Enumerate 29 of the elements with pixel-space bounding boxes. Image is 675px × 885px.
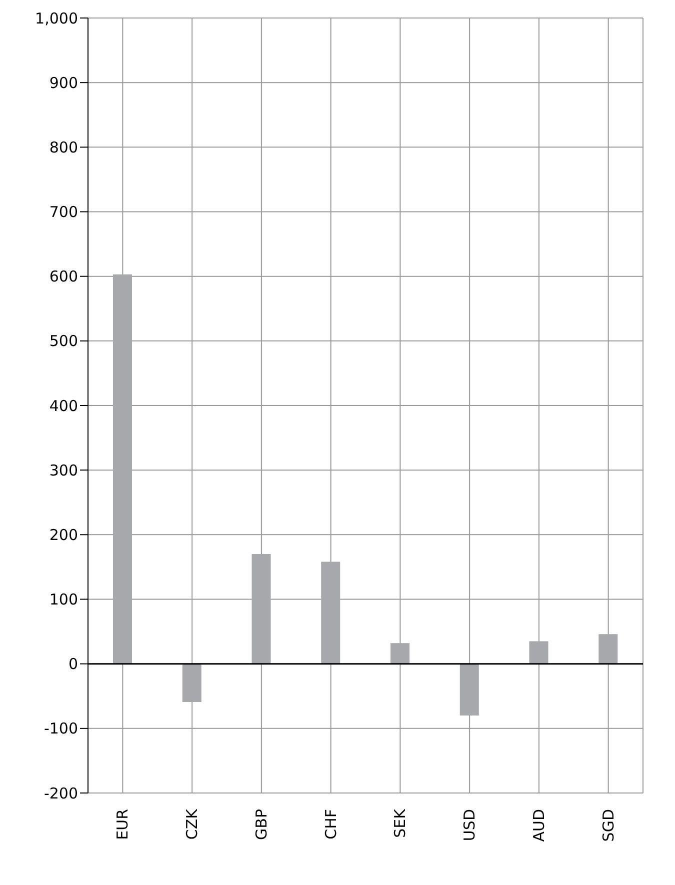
y-tick-label: 400 [49,396,78,415]
bar [113,274,132,664]
x-tick-label: SEK [391,808,410,838]
bar [321,562,340,664]
x-tick-label: EUR [114,809,132,840]
y-tick-label: 700 [49,203,78,222]
bar [529,641,548,664]
bar [182,664,202,702]
y-tick-label: 500 [49,332,78,350]
y-tick-label: 300 [49,461,78,480]
y-tick-label: 100 [49,590,78,609]
y-tick-label: 800 [49,138,78,156]
y-tick-label: 900 [49,74,78,92]
x-tick-label: USD [460,809,479,842]
bar [390,643,410,664]
y-tick-label: -100 [44,720,78,738]
y-tick-label: 600 [49,268,78,286]
x-tick-label: AUD [530,809,548,842]
x-tick-label: CZK [183,808,202,840]
bar [460,664,479,716]
y-tick-label: 0 [68,655,78,674]
bar [252,554,271,664]
x-tick-label: GBP [252,809,270,840]
x-tick-label: SGD [599,809,618,842]
bar [598,634,618,664]
y-tick-label: -200 [44,784,78,802]
y-tick-label: 200 [49,526,78,544]
y-tick-label: 1,000 [35,9,78,28]
x-tick-label: CHF [322,809,340,840]
